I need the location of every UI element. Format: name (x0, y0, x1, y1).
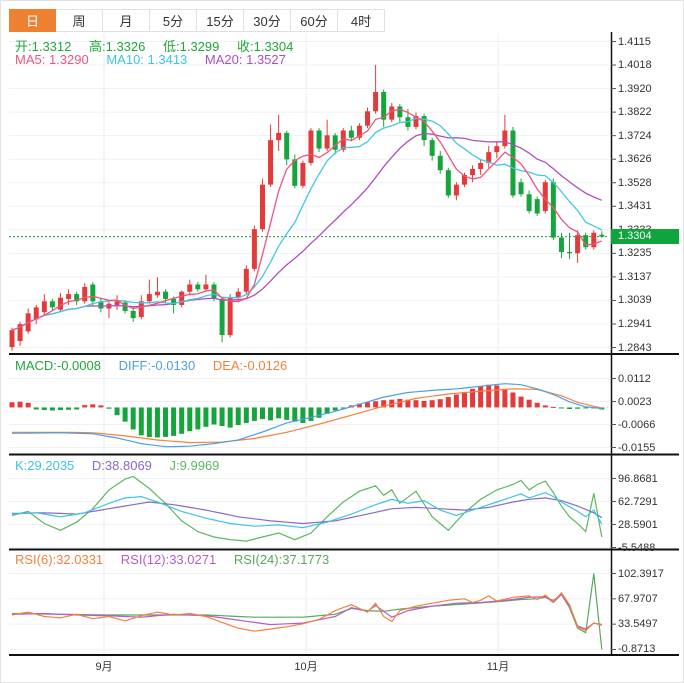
x-axis-label: 10月 (294, 661, 318, 673)
timeframe-tab-7[interactable]: 4时 (338, 9, 385, 32)
rsi12-value: RSI(12):33.0271 (120, 552, 217, 567)
low-value: 低:1.3299 (163, 39, 220, 54)
y-axis-label: 1.4115 (618, 35, 651, 48)
macd-value: MACD:-0.0008 (15, 358, 101, 373)
x-axis-label: 11月 (486, 661, 510, 673)
timeframe-tabs: 日周月 5分 15分 30分 60分 4时 (9, 9, 385, 32)
y-axis-label: 1.3235 (618, 247, 652, 260)
y-axis-label: 1.3137 (618, 270, 652, 283)
y-axis-label: -0.8713 (618, 643, 656, 656)
y-axis-label: 1.4018 (618, 59, 652, 72)
ma10-value: MA10: 1.3413 (106, 52, 188, 67)
y-axis-label: -0.0066 (618, 418, 656, 431)
y-axis-label: 1.3920 (618, 82, 652, 95)
y-axis-label: 28.5901 (618, 518, 658, 531)
rsi-legend: RSI(6):32.0331 RSI(12):33.0271 RSI(24):3… (15, 552, 343, 567)
y-axis-label: 1.3626 (618, 153, 652, 166)
y-axis-label: 1.3431 (618, 200, 652, 213)
timeframe-tab-0[interactable]: 日 (9, 9, 56, 32)
ma5-value: MA5: 1.3290 (15, 52, 89, 67)
high-value: 高:1.3326 (89, 39, 146, 54)
j-value: J:9.9969 (169, 458, 220, 473)
ma-legend: MA5: 1.3290 MA10: 1.3413 MA20: 1.3527 (15, 52, 300, 67)
timeframe-tab-6[interactable]: 60分 (291, 9, 338, 32)
d-value: D:38.8069 (91, 458, 152, 473)
rsi24-value: RSI(24):37.1773 (233, 552, 330, 567)
timeframe-tab-4[interactable]: 15分 (197, 9, 244, 32)
y-axis-label: 0.0112 (618, 372, 651, 385)
macd-legend: MACD:-0.0008 DIFF:-0.0130 DEA:-0.0126 (15, 358, 301, 373)
y-axis-label: 1.3528 (618, 176, 652, 189)
y-axis-label: -0.0155 (618, 441, 656, 454)
y-axis-label: 0.0023 (618, 395, 652, 408)
rsi6-value: RSI(6):32.0331 (15, 552, 104, 567)
k-value: K:29.2035 (15, 458, 75, 473)
timeframe-tab-1[interactable]: 周 (56, 9, 103, 32)
y-axis-label: 62.7291 (618, 495, 658, 508)
y-axis-label: 1.2843 (618, 341, 652, 354)
kdj-legend: K:29.2035 D:38.8069 J:9.9969 (15, 458, 233, 473)
current-price-badge: 1.3304 (611, 229, 679, 245)
y-axis-label: 1.3724 (618, 129, 652, 142)
dea-value: DEA:-0.0126 (212, 358, 288, 373)
timeframe-tab-5[interactable]: 30分 (244, 9, 291, 32)
y-axis-label: 96.8681 (618, 472, 658, 485)
diff-value: DIFF:-0.0130 (118, 358, 196, 373)
timeframe-tab-2[interactable]: 月 (103, 9, 150, 32)
y-axis-label: 67.9707 (618, 592, 658, 605)
ma20-value: MA20: 1.3527 (204, 52, 286, 67)
y-axis-label: 102.3917 (618, 567, 664, 580)
y-axis-label: 1.3822 (618, 106, 652, 119)
main-ohlc-legend: 开:1.3312 高:1.3326 低:1.3299 收:1.3304 (15, 36, 307, 55)
y-axis-label: 1.3039 (618, 294, 652, 307)
close-value: 收:1.3304 (237, 39, 294, 54)
y-axis-label: -5.5488 (618, 541, 656, 554)
x-axis-label: 9月 (95, 661, 113, 673)
y-axis-label: 1.2941 (618, 317, 652, 330)
open-value: 开:1.3312 (15, 39, 72, 54)
y-axis-label: 33.5497 (618, 618, 658, 631)
timeframe-tab-3[interactable]: 5分 (150, 9, 197, 32)
